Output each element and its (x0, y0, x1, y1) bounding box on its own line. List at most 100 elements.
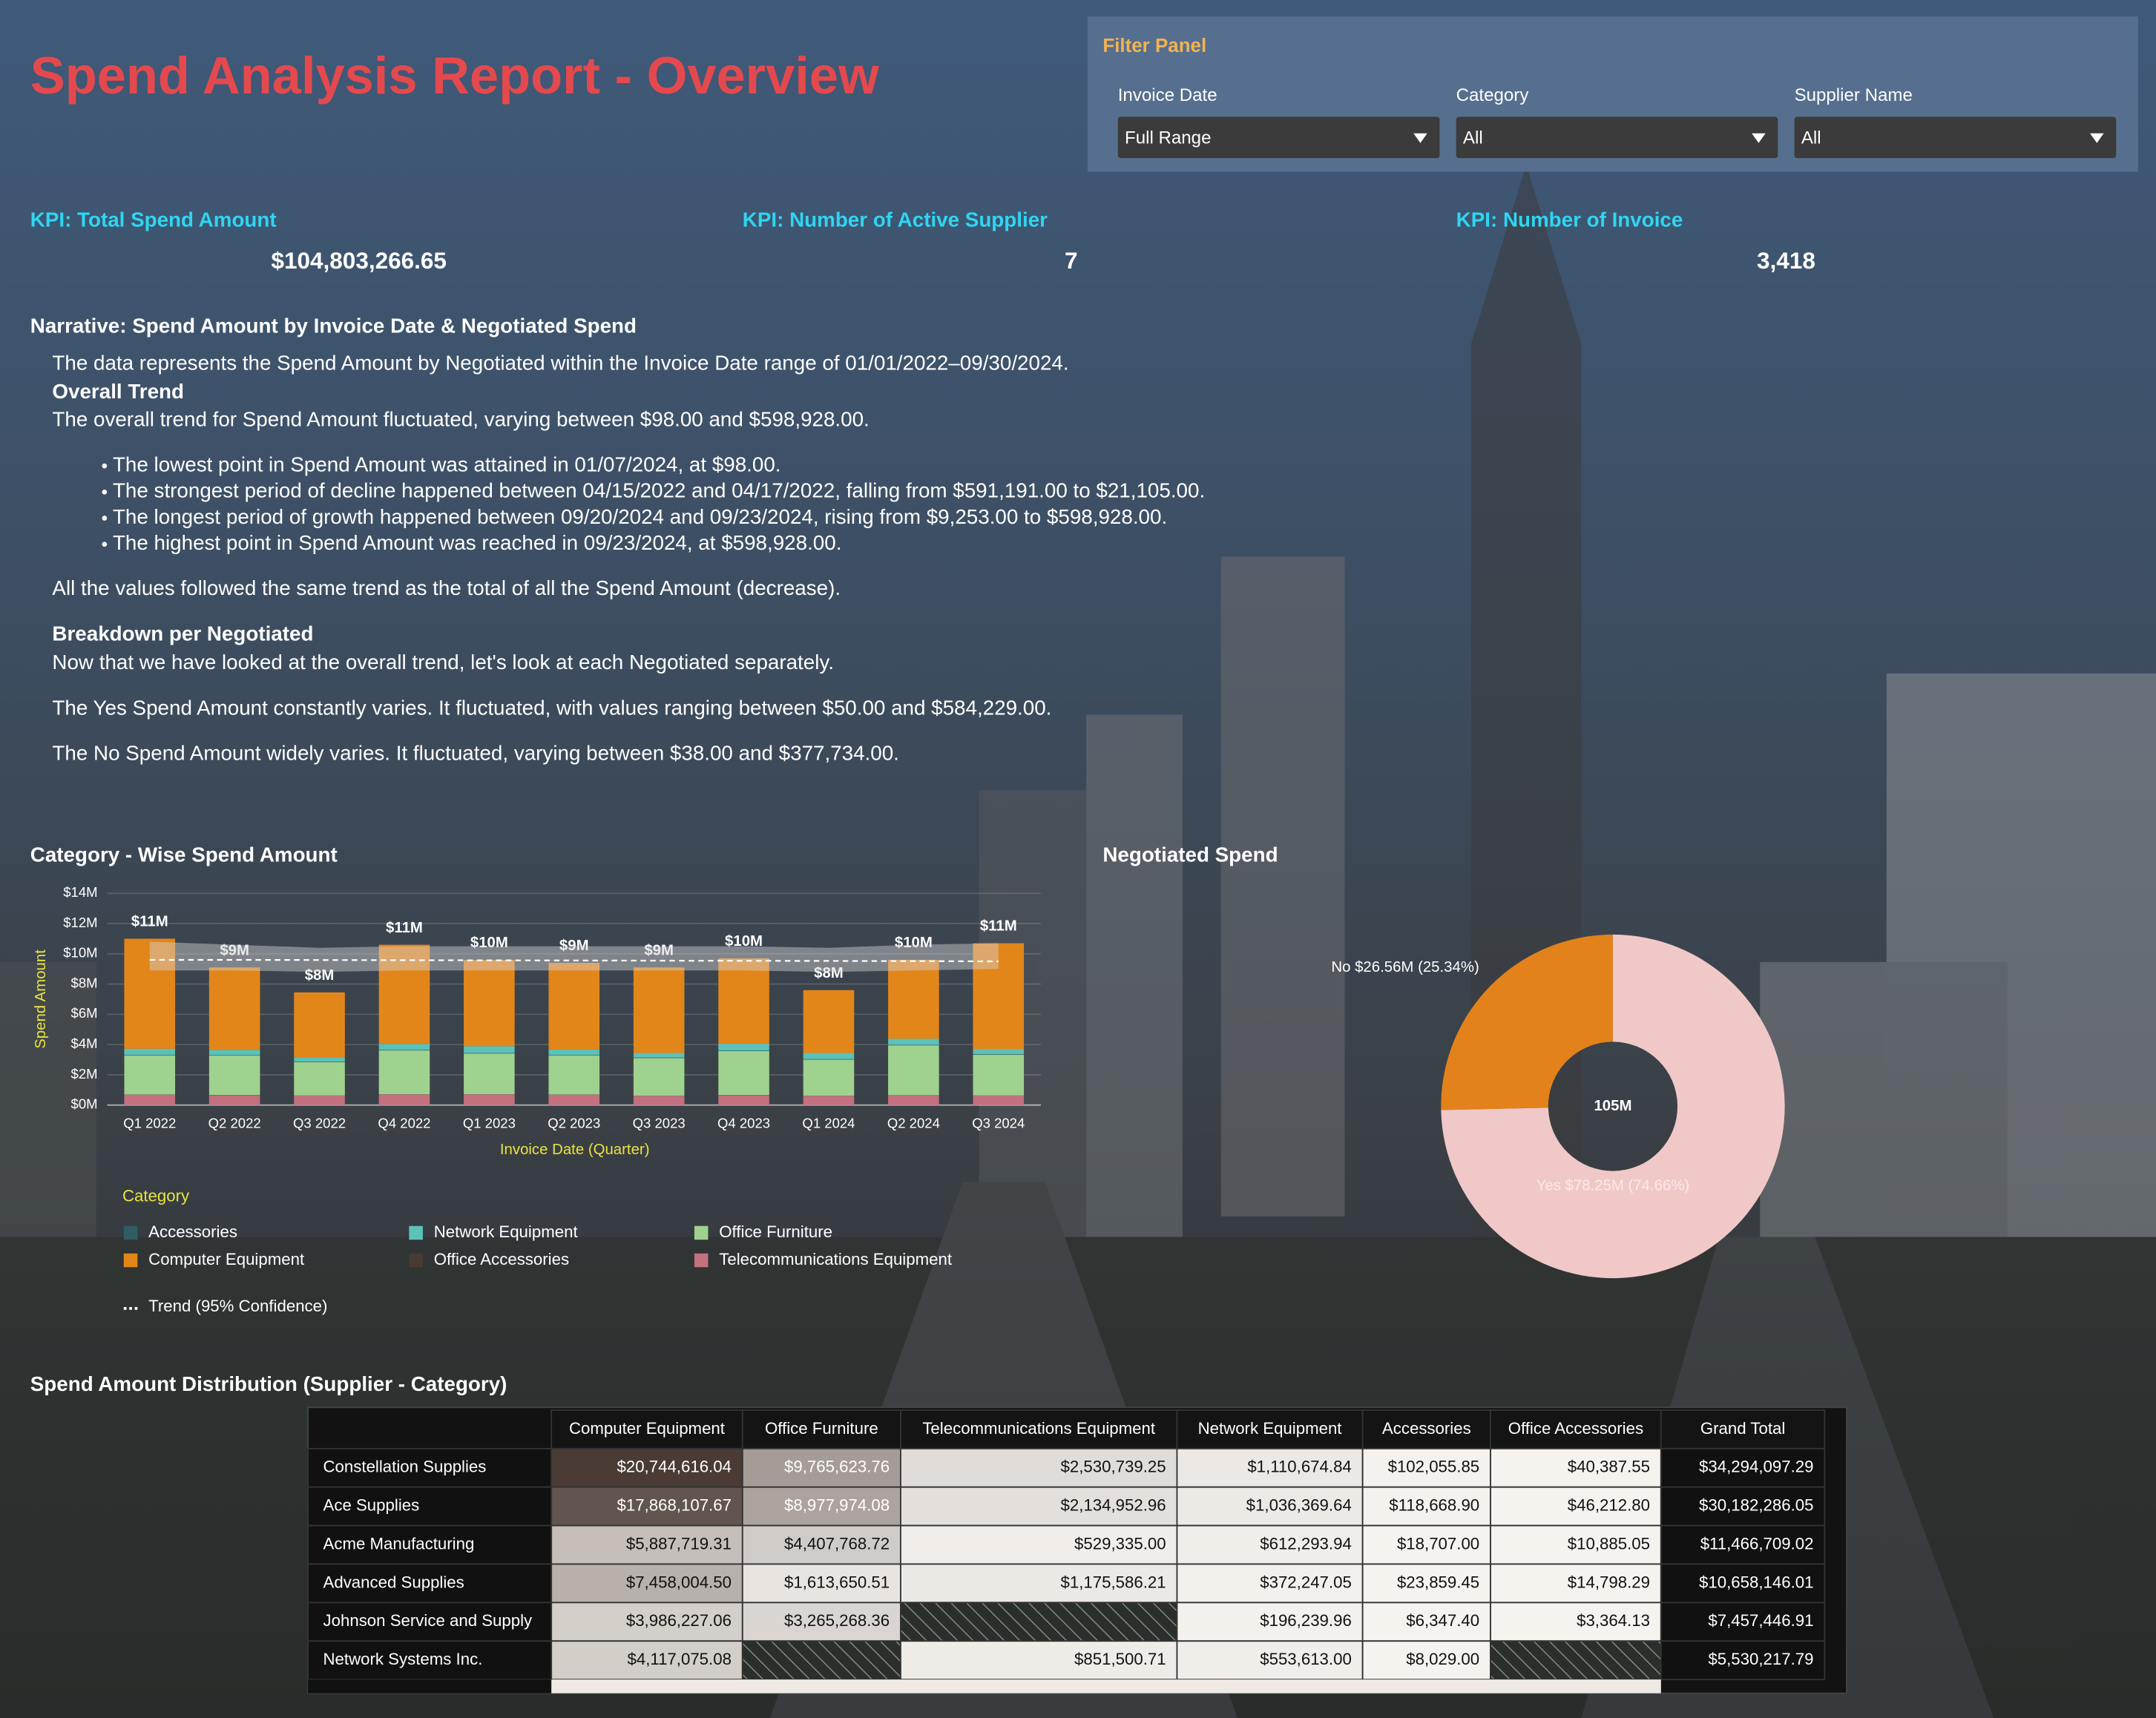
cell-value: $7,458,004.50 (626, 1573, 732, 1591)
table-cell (550, 1563, 743, 1604)
donut-slice (1441, 934, 1613, 1110)
x-tick-label: Q2 2023 (548, 1115, 600, 1130)
filter-label: Category (1456, 85, 1529, 105)
cell-value: $23,859.45 (1397, 1573, 1479, 1591)
table-cell (1361, 1524, 1491, 1565)
cell-value: $2,134,952.96 (1060, 1496, 1166, 1515)
column-header-cell (1176, 1409, 1364, 1449)
row-header-cell (307, 1447, 553, 1488)
bar-segment (718, 1095, 769, 1105)
bar-segment (803, 1059, 855, 1060)
bar-segment (378, 1044, 430, 1050)
x-tick-label: Q1 2023 (463, 1115, 516, 1130)
bar-segment (548, 1054, 600, 1056)
bar-segment (803, 1096, 855, 1105)
cell-value: $1,036,369.64 (1246, 1496, 1352, 1515)
x-tick-label: Q3 2023 (633, 1115, 686, 1130)
x-tick-label: Q1 2024 (802, 1115, 855, 1130)
bar-segment (888, 1095, 939, 1105)
bullet (102, 463, 108, 469)
legend-swatch (409, 1253, 423, 1268)
table-cell (741, 1447, 901, 1488)
row-header: Network Systems Inc. (323, 1650, 483, 1668)
bullet (102, 542, 108, 547)
cell-value: $4,407,768.72 (784, 1534, 890, 1553)
bar-total-label: $8M (814, 965, 844, 981)
legend-label: Computer Equipment (148, 1250, 305, 1268)
y-tick-label: $2M (71, 1066, 98, 1082)
bar-segment (208, 1055, 260, 1056)
trend-line (149, 958, 999, 963)
column-header-cell (1490, 1409, 1662, 1449)
cell-value: $30,182,286.05 (1699, 1496, 1813, 1515)
bar-segment (294, 1096, 345, 1105)
cell-value: $3,986,227.06 (626, 1611, 732, 1630)
bar-segment (294, 1057, 345, 1062)
bar-segment (124, 938, 176, 1049)
trend-band (149, 941, 999, 972)
bar-segment (888, 1045, 939, 1096)
narrative-bullet: The lowest point in Spend Amount was att… (113, 452, 781, 475)
table-cell (1176, 1602, 1364, 1642)
bar-segment (548, 963, 600, 1050)
bar-segment (718, 1050, 769, 1095)
bar-segment (464, 959, 515, 1047)
cell-value: $3,265,268.36 (784, 1611, 890, 1630)
narrative-bullet: The longest period of growth happened be… (113, 505, 1167, 528)
narrative-text: Now that we have looked at the overall t… (52, 651, 834, 674)
legend-label: Network Equipment (434, 1222, 579, 1241)
bar-segment (464, 1094, 515, 1105)
y-tick-label: $8M (71, 975, 98, 990)
bar-segment (973, 1096, 1025, 1105)
cell-value: $10,885.05 (1568, 1534, 1650, 1553)
cell-value: $1,613,650.51 (784, 1573, 890, 1591)
bar-segment (208, 967, 260, 1050)
table-cell (1660, 1524, 1826, 1565)
bar-segment (548, 1055, 600, 1095)
narrative-heading: Overall Trend (52, 380, 184, 403)
dropdown[interactable] (1456, 116, 1778, 159)
cell-value: $46,212.80 (1568, 1496, 1650, 1515)
legend-swatch (694, 1253, 709, 1268)
kpi-value: $104,803,266.65 (271, 247, 447, 274)
dropdown[interactable] (1794, 116, 2117, 159)
bar-segment (888, 959, 939, 1039)
bar-segment (378, 1050, 430, 1095)
x-axis-label: Invoice Date (Quarter) (500, 1142, 650, 1158)
column-header: Grand Total (1700, 1419, 1785, 1438)
column-header: Office Furniture (765, 1419, 878, 1438)
column-header-cell (741, 1409, 901, 1449)
filter-panel-title: Filter Panel (1102, 36, 1206, 56)
filter: Supplier Name All (1794, 85, 2117, 159)
legend-swatch (694, 1225, 709, 1240)
bar-segment (208, 1056, 260, 1095)
narrative-text: The data represents the Spend Amount by … (52, 351, 1068, 374)
dropdown-value: All (1463, 128, 1483, 148)
column-header: Office Accessories (1508, 1419, 1643, 1438)
table-cell (1176, 1447, 1364, 1488)
bar-segment (633, 1057, 685, 1059)
cell-value: $20,744,616.04 (617, 1458, 731, 1476)
cell-value: $612,293.94 (1260, 1534, 1352, 1553)
cell-value: $8,029.00 (1406, 1650, 1479, 1668)
row-header-cell (307, 1486, 553, 1527)
filter-label: Supplier Name (1795, 85, 1913, 105)
cell-value: $118,668.90 (1389, 1496, 1479, 1515)
row-header: Acme Manufacturing (323, 1534, 475, 1553)
table-cell (1361, 1602, 1491, 1642)
bar-total-label: $9M (559, 938, 589, 954)
cell-value: $1,175,586.21 (1060, 1573, 1166, 1591)
row-header: Johnson Service and Supply (323, 1611, 533, 1630)
cell-value: $4,117,075.08 (627, 1650, 731, 1668)
dropdown-arrow (1413, 133, 1427, 143)
bar-segment (548, 1094, 600, 1105)
dropdown[interactable] (1117, 116, 1440, 159)
bar-segment (803, 1053, 855, 1059)
cell-value: $3,364.13 (1577, 1611, 1650, 1630)
bar-total-label: $10M (470, 935, 508, 951)
bar-segment (633, 1058, 685, 1096)
cell-value: $553,613.00 (1260, 1650, 1352, 1668)
cell-value: $851,500.71 (1074, 1650, 1166, 1668)
table-cell (550, 1447, 743, 1488)
column-header: Telecommunications Equipment (922, 1419, 1156, 1438)
